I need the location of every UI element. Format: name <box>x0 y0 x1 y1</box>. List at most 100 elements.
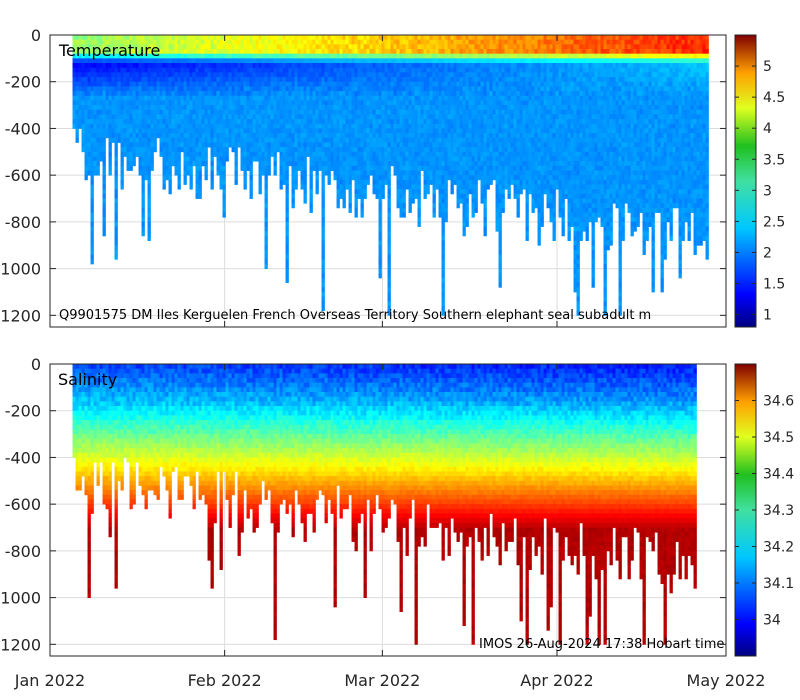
profile-cell <box>444 123 448 129</box>
profile-cell <box>381 53 385 59</box>
profile-cell <box>477 63 481 69</box>
profile-cell <box>315 58 319 64</box>
profile-cell <box>363 105 367 111</box>
profile-cell <box>504 119 508 125</box>
profile-cell <box>102 217 106 223</box>
profile-cell <box>495 119 499 125</box>
profile-cell <box>411 147 415 153</box>
profile-cell <box>135 72 139 78</box>
profile-cell <box>504 133 508 139</box>
profile-cell <box>144 105 148 111</box>
profile-cell <box>369 119 373 125</box>
profile-cell <box>375 193 379 199</box>
profile-cell <box>105 39 109 45</box>
profile-cell <box>123 49 127 55</box>
profile-cell <box>186 105 190 111</box>
profile-cell <box>453 39 457 45</box>
profile-cell <box>300 86 304 92</box>
profile-cell <box>459 77 463 83</box>
profile-cell <box>261 128 265 134</box>
profile-cell <box>387 263 391 269</box>
profile-cell <box>312 161 316 167</box>
profile-cell <box>429 105 433 111</box>
profile-cell <box>240 123 244 129</box>
profile-cell <box>483 35 487 41</box>
profile-column <box>504 35 508 190</box>
profile-cell <box>276 119 280 125</box>
profile-cell <box>129 91 133 97</box>
profile-cell <box>324 133 328 139</box>
profile-cell <box>117 49 121 55</box>
profile-cell <box>168 109 172 115</box>
profile-cell <box>456 151 460 157</box>
profile-cell <box>348 203 352 209</box>
profile-cell <box>501 77 505 83</box>
profile-cell <box>495 105 499 111</box>
profile-cell <box>246 161 250 167</box>
profile-cell <box>240 81 244 87</box>
profile-cell <box>162 100 166 106</box>
profile-cell <box>366 147 370 153</box>
profile-cell <box>195 128 199 134</box>
profile-cell <box>405 72 409 78</box>
profile-cell <box>474 67 478 73</box>
profile-cell <box>282 39 286 45</box>
profile-cell <box>387 273 391 279</box>
profile-cell <box>357 133 361 139</box>
profile-cell <box>258 95 262 101</box>
profile-cell <box>459 147 463 153</box>
profile-cell <box>150 49 154 55</box>
profile-cell <box>225 58 229 64</box>
profile-cell <box>249 123 253 129</box>
profile-column <box>471 35 475 218</box>
profile-cell <box>96 63 100 69</box>
profile-cell <box>177 170 181 176</box>
profile-cell <box>501 39 505 45</box>
profile-cell <box>210 137 214 143</box>
profile-cell <box>156 49 160 55</box>
profile-cell <box>126 63 130 69</box>
profile-cell <box>78 39 82 45</box>
profile-cell <box>504 109 508 115</box>
profile-cell <box>333 81 337 87</box>
profile-cell <box>306 67 310 73</box>
profile-cell <box>279 109 283 115</box>
profile-cell <box>279 35 283 41</box>
profile-cell <box>378 212 382 218</box>
profile-cell <box>405 151 409 157</box>
profile-cell <box>117 123 121 129</box>
profile-cell <box>492 72 496 78</box>
profile-cell <box>84 105 88 111</box>
profile-cell <box>126 35 130 41</box>
profile-cell <box>429 156 433 162</box>
profile-cell <box>282 123 286 129</box>
profile-cell <box>372 91 376 97</box>
profile-cell <box>87 86 91 92</box>
profile-cell <box>348 58 352 64</box>
profile-cell <box>165 114 169 120</box>
profile-cell <box>420 161 424 167</box>
profile-cell <box>255 35 259 41</box>
profile-cell <box>501 151 505 157</box>
profile-cell <box>405 35 409 41</box>
profile-cell <box>498 184 502 190</box>
profile-cell <box>447 151 451 157</box>
profile-cell <box>489 58 493 64</box>
profile-cell <box>267 95 271 101</box>
profile-cell <box>498 86 502 92</box>
profile-cell <box>90 217 94 223</box>
profile-cell <box>444 77 448 83</box>
profile-cell <box>438 203 442 209</box>
profile-cell <box>465 161 469 167</box>
profile-cell <box>423 72 427 78</box>
profile-cell <box>489 72 493 78</box>
profile-cell <box>255 137 259 143</box>
profile-cell <box>291 147 295 153</box>
profile-cell <box>486 170 490 176</box>
profile-cell <box>306 81 310 87</box>
profile-cell <box>369 105 373 111</box>
profile-cell <box>228 100 232 106</box>
profile-cell <box>120 91 124 97</box>
profile-cell <box>489 100 493 106</box>
profile-cell <box>381 86 385 92</box>
